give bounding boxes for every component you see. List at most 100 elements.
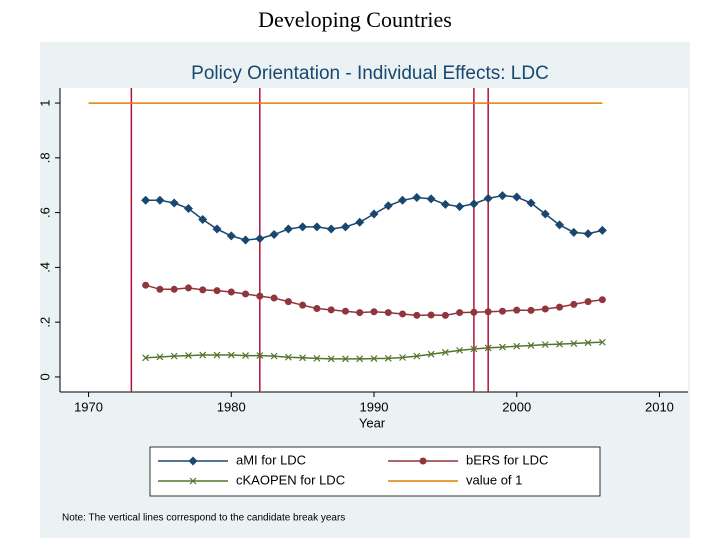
marker: [255, 234, 265, 244]
marker: [540, 209, 550, 219]
marker: [185, 352, 192, 359]
marker: [156, 353, 164, 361]
marker: [570, 340, 578, 347]
marker: [355, 217, 365, 227]
marker: [256, 352, 264, 359]
marker: [284, 298, 292, 306]
marker: [526, 198, 536, 208]
marker: [189, 477, 197, 485]
marker: [299, 354, 307, 362]
x-axis-label: Year: [359, 415, 386, 430]
marker: [184, 284, 192, 292]
marker: [183, 204, 193, 214]
marker: [598, 296, 606, 304]
marker: [270, 352, 278, 360]
marker: [426, 194, 436, 204]
marker: [469, 199, 479, 209]
x-tick-label: 2000: [502, 399, 531, 414]
x-tick-label: 1980: [217, 399, 246, 414]
marker: [483, 193, 493, 203]
marker: [470, 345, 478, 353]
legend-label: aMI for LDC: [236, 452, 306, 467]
marker: [299, 301, 307, 309]
marker: [213, 351, 221, 359]
marker: [427, 350, 435, 358]
marker: [283, 224, 293, 234]
marker: [356, 309, 364, 317]
marker: [142, 354, 150, 362]
marker: [427, 311, 435, 319]
marker: [398, 195, 408, 205]
marker: [241, 235, 251, 245]
x-tick-label: 1970: [74, 399, 103, 414]
marker: [598, 338, 606, 346]
marker: [170, 285, 178, 293]
plot-region: [60, 88, 688, 392]
marker: [356, 355, 364, 363]
legend: [149, 446, 601, 497]
y-tick-label: 0: [37, 373, 52, 380]
marker: [584, 298, 592, 306]
marker: [484, 344, 492, 352]
marker: [555, 220, 565, 230]
marker: [370, 355, 378, 363]
marker: [269, 230, 279, 240]
marker: [541, 305, 549, 313]
marker: [527, 306, 535, 314]
marker: [541, 341, 549, 349]
marker: [226, 231, 236, 241]
note: Note: The vertical lines correspond to t…: [62, 513, 345, 524]
marker: [441, 311, 449, 319]
marker: [383, 201, 393, 211]
marker: [155, 195, 165, 205]
marker: [513, 306, 521, 314]
marker: [412, 193, 422, 203]
y-tick-label: .8: [37, 152, 52, 163]
y-tick-label: .6: [37, 207, 52, 218]
marker: [455, 202, 465, 212]
marker: [384, 354, 392, 362]
marker: [499, 343, 506, 351]
marker: [313, 304, 321, 312]
marker: [413, 352, 421, 360]
marker: [199, 286, 207, 294]
marker: [312, 222, 322, 232]
marker: [440, 199, 450, 209]
marker: [156, 285, 164, 293]
marker: [198, 214, 208, 224]
marker: [413, 311, 421, 319]
marker: [141, 195, 151, 205]
marker: [497, 191, 507, 201]
marker: [298, 222, 308, 232]
marker: [341, 307, 349, 315]
marker: [513, 342, 521, 350]
marker: [313, 354, 321, 362]
marker: [212, 224, 222, 234]
marker: [569, 227, 579, 237]
marker: [570, 300, 578, 308]
marker: [370, 308, 378, 316]
marker: [188, 456, 198, 466]
x-tick-label: 2010: [645, 399, 674, 414]
marker: [556, 303, 564, 311]
marker: [227, 288, 235, 296]
legend-label: cKAOPEN for LDC: [236, 472, 345, 487]
marker: [419, 457, 427, 465]
marker: [170, 352, 178, 360]
marker: [242, 290, 250, 298]
marker: [384, 309, 392, 317]
marker: [270, 294, 278, 302]
marker: [456, 346, 464, 354]
marker: [242, 352, 249, 359]
marker: [227, 351, 235, 359]
marker: [342, 355, 349, 363]
marker: [213, 287, 221, 295]
legend-label: bERS for LDC: [466, 452, 548, 467]
marker: [470, 308, 478, 316]
marker: [498, 307, 506, 315]
marker: [584, 339, 592, 347]
marker: [399, 354, 406, 361]
marker: [142, 281, 150, 289]
marker: [512, 192, 522, 202]
